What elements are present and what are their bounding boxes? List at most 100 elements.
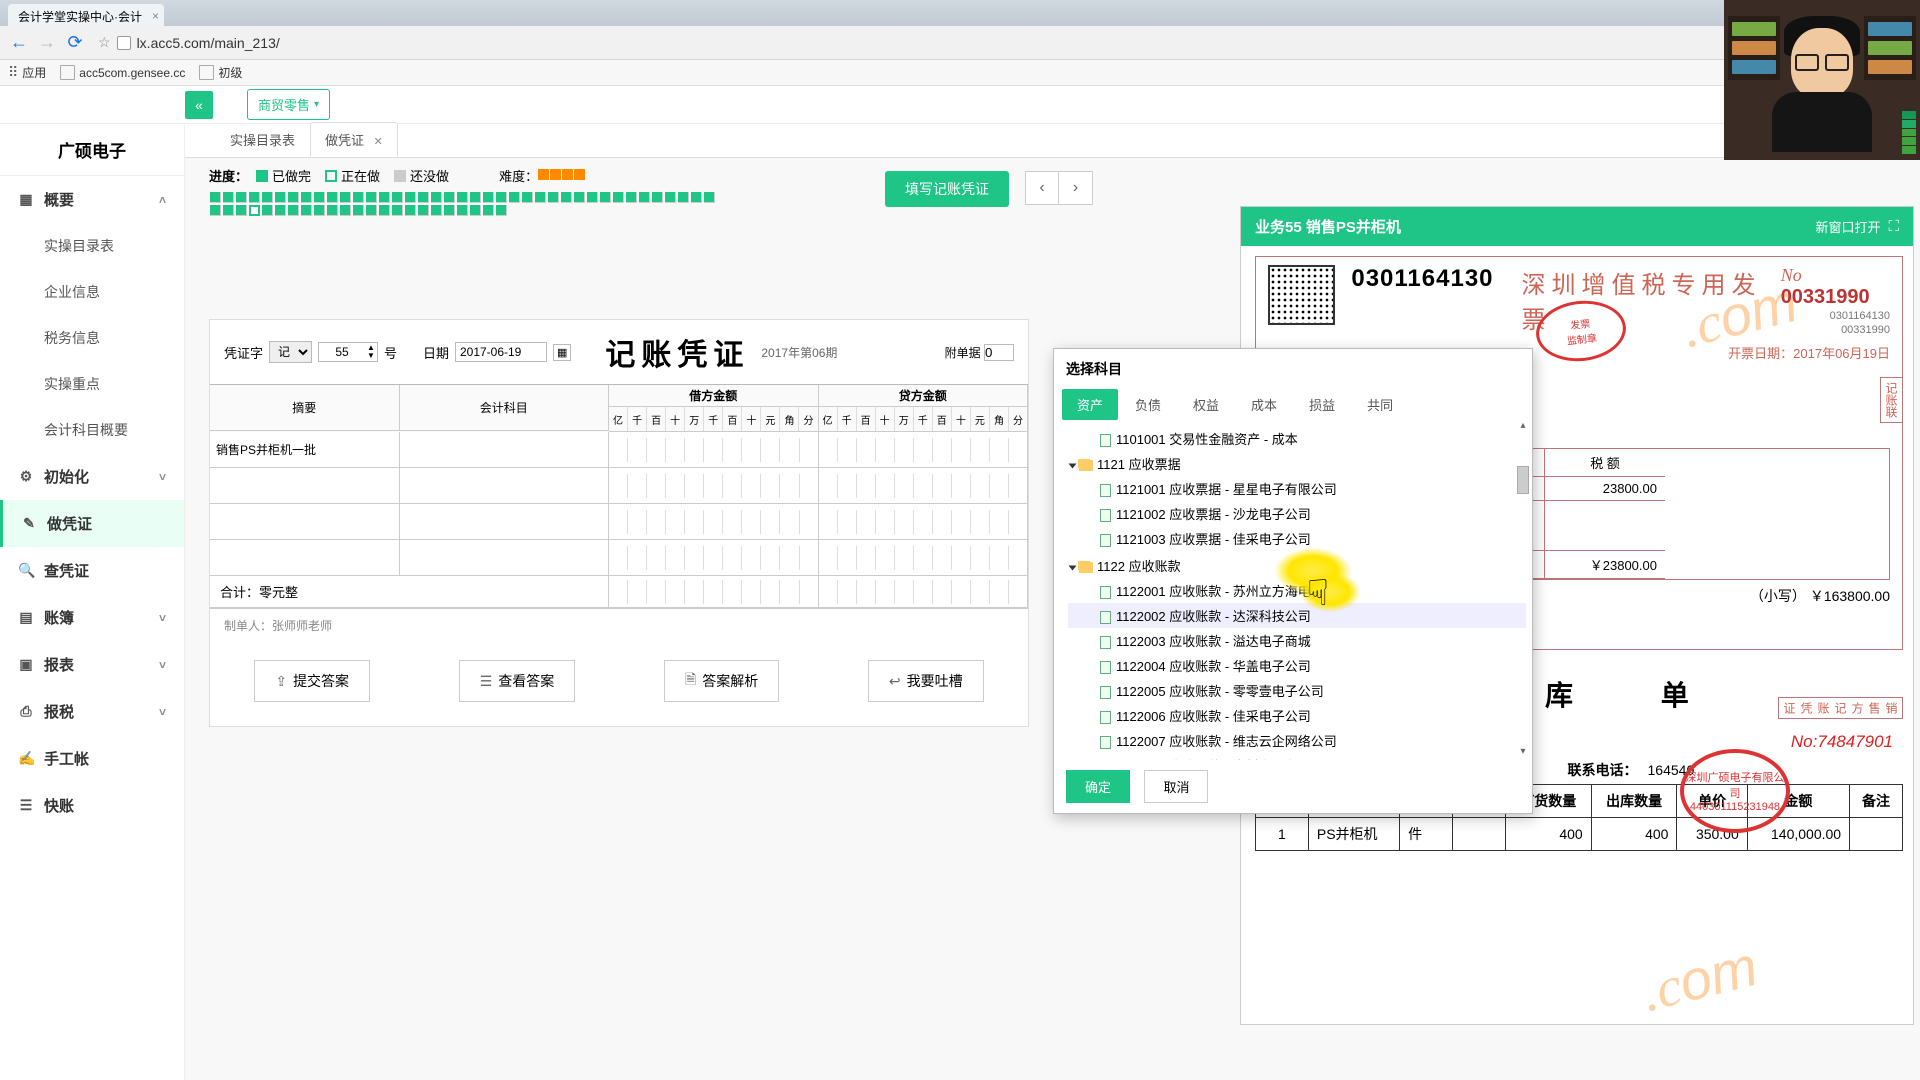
- progress-cell[interactable]: [405, 205, 416, 216]
- progress-cell[interactable]: [509, 192, 520, 203]
- progress-cell[interactable]: [548, 192, 559, 203]
- sidebar-item[interactable]: 🔍查凭证: [0, 547, 184, 594]
- progress-cell[interactable]: [418, 205, 429, 216]
- progress-cell[interactable]: [236, 192, 247, 203]
- account-tree[interactable]: 1101001 交易性金融资产 - 成本 1121 应收票据 1121001 应…: [1054, 420, 1532, 760]
- tab-liability[interactable]: 负债: [1120, 389, 1176, 420]
- sidebar-item[interactable]: ✍手工帐: [0, 735, 184, 782]
- fill-voucher-button[interactable]: 填写记账凭证: [885, 171, 1009, 207]
- close-icon[interactable]: ✕: [374, 136, 383, 148]
- tree-leaf[interactable]: 1122007 应收账款 - 维志云企网络公司: [1068, 728, 1526, 753]
- tree-leaf[interactable]: 1122001 应收账款 - 苏州立方海电子公司: [1068, 578, 1526, 603]
- progress-cell[interactable]: [249, 192, 260, 203]
- progress-cell[interactable]: [288, 192, 299, 203]
- sidebar-sub-item[interactable]: 企业信息: [0, 269, 184, 315]
- tab-directory[interactable]: 实操目录表: [215, 122, 310, 157]
- tree-leaf[interactable]: 1122005 应收账款 - 零零壹电子公司: [1068, 678, 1526, 703]
- sidebar-item[interactable]: ⎙报税˅: [0, 688, 184, 735]
- tree-scrollbar[interactable]: ▴ ▾: [1516, 420, 1531, 760]
- voucher-number-input[interactable]: ▲▼: [318, 342, 378, 362]
- next-button[interactable]: ›: [1059, 171, 1093, 205]
- progress-cell[interactable]: [457, 192, 468, 203]
- tree-group-head[interactable]: 1121 应收票据: [1068, 451, 1526, 476]
- progress-cell[interactable]: [301, 205, 312, 216]
- progress-cell[interactable]: [483, 205, 494, 216]
- progress-cell[interactable]: [223, 192, 234, 203]
- tab-pl[interactable]: 损益: [1294, 389, 1350, 420]
- progress-cell[interactable]: [366, 205, 377, 216]
- calendar-icon[interactable]: ▦: [553, 344, 571, 361]
- forward-icon[interactable]: →: [36, 32, 58, 54]
- prev-button[interactable]: ‹: [1025, 171, 1059, 205]
- submit-answer-button[interactable]: ⇪提交答案: [254, 660, 370, 702]
- progress-cell[interactable]: [457, 205, 468, 216]
- expand-icon[interactable]: ⛶: [1888, 218, 1899, 235]
- progress-cell[interactable]: [262, 192, 273, 203]
- voucher-row[interactable]: [210, 468, 1028, 504]
- tab-common[interactable]: 共同: [1352, 389, 1408, 420]
- progress-cell[interactable]: [392, 205, 403, 216]
- progress-cell[interactable]: [483, 192, 494, 203]
- sidebar-item[interactable]: ▤账簿˅: [0, 594, 184, 641]
- voucher-word-select[interactable]: 记: [269, 341, 312, 363]
- tree-leaf[interactable]: 1121003 应收票据 - 佳采电子公司: [1068, 526, 1526, 551]
- sidebar-item[interactable]: ☰快账: [0, 782, 184, 829]
- progress-cell[interactable]: [574, 192, 585, 203]
- progress-cell[interactable]: [665, 192, 676, 203]
- sidebar-item[interactable]: ▦概要˄: [0, 176, 184, 223]
- progress-cell[interactable]: [210, 192, 221, 203]
- tree-leaf[interactable]: 1121001 应收票据 - 星星电子有限公司: [1068, 476, 1526, 501]
- progress-cell[interactable]: [340, 192, 351, 203]
- progress-cell[interactable]: [626, 192, 637, 203]
- progress-cell[interactable]: [275, 192, 286, 203]
- tree-leaf[interactable]: 1101001 交易性金融资产 - 成本: [1068, 426, 1526, 451]
- tab-equity[interactable]: 权益: [1178, 389, 1234, 420]
- tree-leaf[interactable]: 1122002 应收账款 - 达深科技公司: [1068, 603, 1526, 628]
- progress-cell[interactable]: [314, 192, 325, 203]
- progress-cell[interactable]: [366, 192, 377, 203]
- collapse-sidebar-button[interactable]: «: [185, 91, 213, 119]
- progress-cell[interactable]: [496, 192, 507, 203]
- feedback-button[interactable]: ↩我要吐槽: [868, 660, 984, 702]
- progress-cell[interactable]: [405, 192, 416, 203]
- progress-cell[interactable]: [444, 192, 455, 203]
- progress-cell[interactable]: [470, 205, 481, 216]
- progress-cell[interactable]: [496, 205, 507, 216]
- apps-label[interactable]: 应用: [22, 64, 46, 81]
- date-input[interactable]: [455, 342, 547, 362]
- sidebar-sub-item[interactable]: 实操目录表: [0, 223, 184, 269]
- progress-cell[interactable]: [522, 192, 533, 203]
- progress-cell[interactable]: [353, 192, 364, 203]
- voucher-row[interactable]: [210, 540, 1028, 576]
- progress-cell[interactable]: [470, 192, 481, 203]
- close-icon[interactable]: ×: [152, 9, 159, 23]
- subject-cell[interactable]: [400, 432, 609, 468]
- tree-leaf[interactable]: 1122008 应收账款 - 木村商贸有限公司: [1068, 753, 1526, 760]
- star-icon[interactable]: ☆: [98, 34, 111, 51]
- progress-cell[interactable]: [561, 192, 572, 203]
- reload-icon[interactable]: ⟳: [64, 32, 86, 54]
- scroll-down-icon[interactable]: ▾: [1516, 746, 1530, 760]
- progress-cell[interactable]: [652, 192, 663, 203]
- progress-cell[interactable]: [704, 192, 715, 203]
- category-dropdown[interactable]: 商贸零售 ▾: [247, 89, 330, 120]
- answer-parse-button[interactable]: 🗎答案解析: [664, 660, 779, 702]
- progress-cell[interactable]: [392, 192, 403, 203]
- back-icon[interactable]: ←: [8, 32, 30, 54]
- url-text[interactable]: lx.acc5.com/main_213/: [137, 35, 1912, 51]
- tree-leaf[interactable]: 1122003 应收账款 - 溢达电子商城: [1068, 628, 1526, 653]
- sidebar-sub-item[interactable]: 实操重点: [0, 361, 184, 407]
- progress-cell[interactable]: [327, 192, 338, 203]
- progress-cell[interactable]: [431, 192, 442, 203]
- sidebar-item[interactable]: ▣报表˅: [0, 641, 184, 688]
- tree-group-head[interactable]: 1122 应收账款: [1068, 553, 1526, 578]
- bookmark-2[interactable]: 初级: [199, 64, 242, 81]
- progress-cell[interactable]: [340, 205, 351, 216]
- view-answer-button[interactable]: ☰查看答案: [459, 660, 576, 702]
- progress-cell[interactable]: [327, 205, 338, 216]
- progress-cell[interactable]: [223, 205, 234, 216]
- tree-leaf[interactable]: 1122006 应收账款 - 佳采电子公司: [1068, 703, 1526, 728]
- ok-button[interactable]: 确定: [1066, 770, 1130, 803]
- progress-cell[interactable]: [418, 192, 429, 203]
- progress-cell[interactable]: [600, 192, 611, 203]
